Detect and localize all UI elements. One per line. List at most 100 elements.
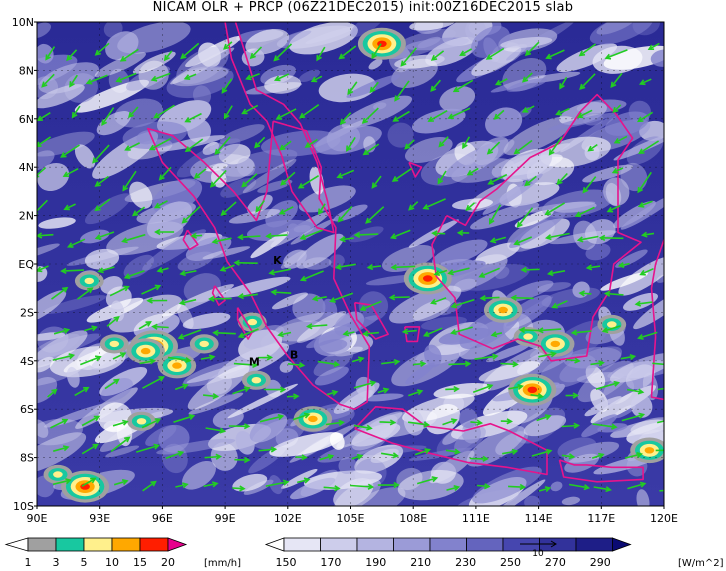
wind-vector (37, 265, 49, 272)
colorbar-swatch (393, 537, 431, 552)
precipitation-field (43, 27, 664, 503)
wind-vector (590, 361, 604, 366)
wind-arrowhead (452, 86, 460, 93)
cloud-blob (478, 361, 541, 382)
cloud-blob (421, 316, 467, 331)
cloud-blob (260, 320, 321, 349)
wind-arrowhead (51, 388, 58, 395)
wind-arrowhead (371, 182, 378, 189)
cloud-blob (630, 394, 653, 418)
wind-vector (185, 138, 204, 152)
cloud-blob (269, 432, 344, 457)
cloud-blob (37, 376, 58, 404)
wind-arrowhead (430, 54, 438, 61)
wind-arrowhead (462, 142, 468, 150)
wind-arrowhead (92, 157, 99, 164)
wind-vector (214, 136, 231, 155)
wind-arrowhead (338, 53, 345, 60)
wind-vector (657, 387, 664, 391)
wind-vector (610, 72, 623, 88)
wind-vector (488, 173, 508, 185)
wind-arrowhead (239, 485, 246, 492)
wind-vector (152, 325, 169, 329)
wind-arrowhead (486, 148, 494, 155)
colorbar-end-arrow (4, 537, 29, 552)
cloud-blob (108, 294, 183, 333)
cloud-blob (354, 444, 404, 474)
wind-vector (298, 175, 320, 189)
cloud-blob (182, 312, 231, 330)
cloud-blob (397, 469, 464, 501)
wind-arrowhead (97, 267, 104, 274)
wind-vector (538, 328, 562, 332)
wind-vector (624, 453, 642, 459)
wind-vector (446, 486, 459, 491)
wind-arrowhead (506, 418, 513, 425)
wind-arrowhead (544, 234, 552, 241)
wind-vector (178, 329, 202, 339)
wind-vector (365, 206, 385, 224)
cloud-blob (349, 22, 386, 38)
wind-vector (81, 477, 96, 487)
wind-arrowhead (185, 356, 192, 364)
wind-vector (141, 285, 161, 295)
wind-vector (305, 138, 318, 148)
wind-arrowhead (178, 299, 186, 306)
wind-vector (37, 112, 51, 121)
wind-arrowhead (389, 419, 397, 426)
wind-vector (511, 296, 534, 300)
wind-vector (362, 107, 379, 124)
cloud-blob (37, 84, 85, 109)
wind-arrowhead (93, 415, 101, 422)
colorbar-swatch (27, 537, 57, 552)
cloud-blob (146, 201, 192, 239)
cloud-blob (37, 150, 55, 171)
colorbar-swatch (83, 537, 113, 552)
cloud-blob (433, 383, 492, 399)
wind-arrowhead (333, 361, 341, 368)
wind-vector (416, 477, 437, 485)
wind-vector (74, 387, 89, 397)
wind-vector (566, 358, 580, 362)
cloud-blob (264, 75, 302, 94)
coastline (431, 93, 642, 362)
wind-vector (297, 478, 309, 484)
wind-vector (340, 237, 354, 241)
cloud-blob (103, 22, 123, 38)
cloud-blob (172, 67, 229, 87)
wind-arrowhead (598, 452, 605, 459)
wind-vector (279, 206, 294, 215)
wind-arrowhead (268, 269, 275, 276)
wind-arrowhead (83, 386, 90, 393)
wind-vector (557, 172, 568, 185)
wind-vector (69, 74, 78, 87)
longitude-label: 96E (152, 512, 173, 525)
wind-arrowhead (466, 169, 474, 176)
cloud-blob (500, 37, 553, 49)
cloud-blob (549, 230, 617, 245)
wind-vector (614, 135, 628, 144)
cloud-blob (523, 415, 567, 437)
wind-vector (508, 385, 523, 390)
wind-arrowhead (60, 152, 67, 158)
cloud-blob (499, 182, 560, 207)
wind-arrowhead (490, 331, 498, 338)
cloud-blob (541, 287, 600, 308)
cloud-blob (604, 111, 649, 136)
longitude-label: 99E (215, 512, 236, 525)
wind-vector (572, 330, 592, 334)
wind-vector (210, 169, 227, 188)
wind-vector (221, 201, 237, 216)
wind-vector (135, 444, 159, 453)
cloud-blob (561, 496, 581, 506)
precip-cell (251, 377, 262, 384)
longitude-label: 114E (525, 512, 553, 525)
wind-arrowhead (69, 81, 75, 88)
wind-vector (648, 42, 660, 50)
wind-vector (104, 378, 119, 390)
wind-vector (37, 136, 52, 147)
cloud-blob (99, 366, 148, 397)
wind-vector (142, 376, 164, 389)
wind-vector (109, 285, 129, 297)
wind-arrowhead (237, 332, 245, 339)
